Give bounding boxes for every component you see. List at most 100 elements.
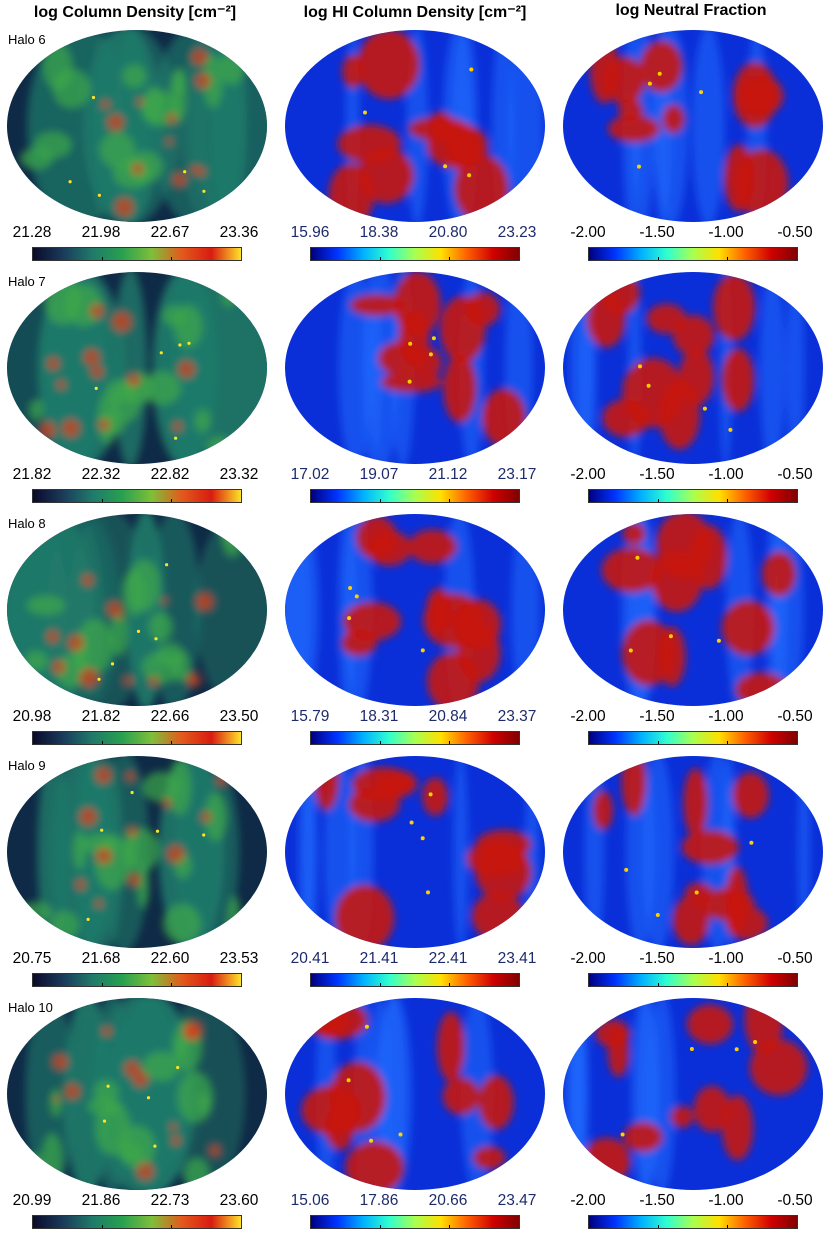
- colorbar-tick-label: 20.41: [290, 950, 330, 967]
- colorbar-tick-label: -1.50: [639, 224, 675, 241]
- column-density-colorbar: [32, 247, 242, 261]
- colorbar-tick-mark: [171, 741, 172, 744]
- colorbar-tick-label: 15.06: [290, 1192, 330, 1209]
- column-density-colorbar: [32, 1215, 242, 1229]
- colorbar-tick-mark: [658, 741, 659, 744]
- colorbar-tick-label: 22.32: [81, 466, 121, 483]
- hi-column-density-colorbar-ticks: 15.06 17.86 20.66 23.47: [284, 1192, 546, 1212]
- colorbar-tick-label: -1.50: [639, 1192, 675, 1209]
- column-density-colorbar: [32, 973, 242, 987]
- neutral-fraction-colorbar-ticks: -2.00 -1.50 -1.00 -0.50: [562, 466, 824, 486]
- colorbar-tick-label: -0.50: [777, 466, 813, 483]
- colorbar-tick-label: 21.82: [81, 708, 121, 725]
- colorbar-tick-mark: [449, 1225, 450, 1228]
- colorbar-tick-label: -1.00: [708, 466, 744, 483]
- hi-column-density-colorbar: [310, 247, 520, 261]
- colorbar-tick-label: 23.41: [497, 950, 537, 967]
- colorbar-tick-mark: [727, 741, 728, 744]
- colorbar-tick-mark: [102, 741, 103, 744]
- colorbar-tick-label: 21.68: [81, 950, 121, 967]
- halo-row: Halo 7 21.82 22.32 22.82 23.32 17.02 19.07 21.1…: [0, 268, 830, 510]
- hi-column-density-colorbar: [310, 973, 520, 987]
- colorbar-tick-mark: [171, 499, 172, 502]
- colorbar-tick-label: 21.41: [359, 950, 399, 967]
- hi-column-density-colorbar-ticks: 20.41 21.41 22.41 23.41: [284, 950, 546, 970]
- colorbar-tick-label: -0.50: [777, 1192, 813, 1209]
- colorbar-tick-label: 21.98: [81, 224, 121, 241]
- colorbar-tick-label: 21.82: [12, 466, 52, 483]
- colorbar-tick-label: -1.50: [639, 950, 675, 967]
- colorbar-tick-label: 21.28: [12, 224, 52, 241]
- hi-column-density-colorbar: [310, 731, 520, 745]
- hi-column-density-colorbar-ticks: 17.02 19.07 21.12 23.17: [284, 466, 546, 486]
- neutral-fraction-colorbar: [588, 731, 798, 745]
- colorbar-tick-label: 23.32: [219, 466, 259, 483]
- colorbar-tick-label: -0.50: [777, 708, 813, 725]
- colorbar-tick-label: 22.82: [150, 466, 190, 483]
- column-density-colorbar-ticks: 21.28 21.98 22.67 23.36: [6, 224, 268, 244]
- neutral-fraction-colorbar: [588, 1215, 798, 1229]
- column-density-sky-map: [6, 754, 268, 950]
- colorbar-tick-label: -2.00: [570, 224, 606, 241]
- halo-row: Halo 6 21.28 21.98 22.67 23.36 15.96 18.38 20.8…: [0, 26, 830, 268]
- header-neutral-fraction: log Neutral Fraction: [615, 2, 767, 19]
- colorbar-tick-label: 23.47: [497, 1192, 537, 1209]
- halo-label: Halo 8: [8, 516, 46, 531]
- colorbar-tick-label: 20.84: [428, 708, 468, 725]
- neutral-fraction-sky-map: [562, 754, 824, 950]
- colorbar-tick-label: 22.41: [428, 950, 468, 967]
- colorbar-tick-mark: [658, 257, 659, 260]
- colorbar-tick-label: 23.37: [497, 708, 537, 725]
- colorbar-tick-mark: [449, 741, 450, 744]
- colorbar-tick-label: 23.60: [219, 1192, 259, 1209]
- neutral-fraction-colorbar: [588, 247, 798, 261]
- column-density-colorbar-ticks: 20.75 21.68 22.60 23.53: [6, 950, 268, 970]
- hi-column-density-colorbar: [310, 1215, 520, 1229]
- colorbar-tick-mark: [102, 1225, 103, 1228]
- neutral-fraction-sky-map: [562, 270, 824, 466]
- colorbar-tick-mark: [380, 983, 381, 986]
- colorbar-tick-label: -2.00: [570, 1192, 606, 1209]
- colorbar-tick-mark: [658, 1225, 659, 1228]
- colorbar-tick-mark: [102, 257, 103, 260]
- hi-column-density-sky-map: [284, 754, 546, 950]
- colorbar-tick-label: 21.86: [81, 1192, 121, 1209]
- neutral-fraction-colorbar-ticks: -2.00 -1.50 -1.00 -0.50: [562, 950, 824, 970]
- hi-column-density-sky-map: [284, 28, 546, 224]
- colorbar-tick-label: 23.50: [219, 708, 259, 725]
- colorbar-tick-label: -2.00: [570, 950, 606, 967]
- column-density-colorbar: [32, 489, 242, 503]
- colorbar-tick-label: -0.50: [777, 224, 813, 241]
- colorbar-tick-mark: [449, 499, 450, 502]
- column-density-colorbar-ticks: 21.82 22.32 22.82 23.32: [6, 466, 268, 486]
- column-density-colorbar-ticks: 20.99 21.86 22.73 23.60: [6, 1192, 268, 1212]
- header-hi-column-density: log HI Column Density [cm⁻²]: [303, 4, 527, 21]
- hi-column-density-sky-map: [284, 512, 546, 708]
- column-density-sky-map: [6, 996, 268, 1192]
- colorbar-tick-mark: [449, 257, 450, 260]
- colorbar-tick-label: 18.31: [359, 708, 399, 725]
- colorbar-tick-mark: [727, 499, 728, 502]
- colorbar-tick-label: 20.98: [12, 708, 52, 725]
- colorbar-tick-label: 20.99: [12, 1192, 52, 1209]
- colorbar-tick-mark: [658, 499, 659, 502]
- neutral-fraction-colorbar-ticks: -2.00 -1.50 -1.00 -0.50: [562, 224, 824, 244]
- colorbar-tick-label: 17.86: [359, 1192, 399, 1209]
- halo-label: Halo 7: [8, 274, 46, 289]
- colorbar-tick-label: 20.66: [428, 1192, 468, 1209]
- colorbar-tick-mark: [727, 257, 728, 260]
- colorbar-tick-label: 15.96: [290, 224, 330, 241]
- colorbar-tick-mark: [449, 983, 450, 986]
- neutral-fraction-sky-map: [562, 996, 824, 1192]
- column-density-sky-map: [6, 28, 268, 224]
- neutral-fraction-sky-map: [562, 28, 824, 224]
- hi-column-density-colorbar-ticks: 15.79 18.31 20.84 23.37: [284, 708, 546, 728]
- colorbar-tick-label: -1.00: [708, 1192, 744, 1209]
- colorbar-tick-mark: [102, 983, 103, 986]
- colorbar-tick-label: 17.02: [290, 466, 330, 483]
- column-density-sky-map: [6, 270, 268, 466]
- halo-row: Halo 8 20.98 21.82 22.66 23.50 15.79 18.31 20.8…: [0, 510, 830, 752]
- colorbar-tick-mark: [102, 499, 103, 502]
- colorbar-tick-label: 23.23: [497, 224, 537, 241]
- colorbar-tick-mark: [380, 1225, 381, 1228]
